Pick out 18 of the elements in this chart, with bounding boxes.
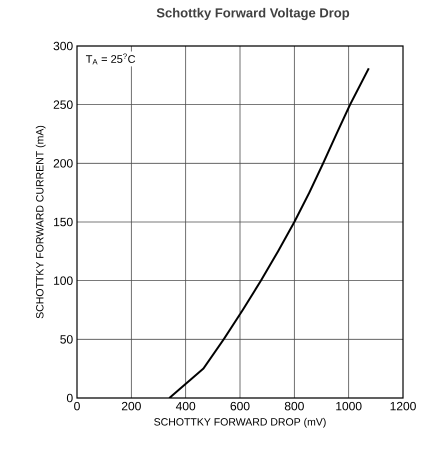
x-tick-label: 400	[176, 402, 196, 410]
y-tick-label: 200	[54, 159, 73, 168]
y-tick-label: 300	[54, 42, 73, 50]
annotation: T$_{A}$ = 25$^{?}$C	[86, 53, 136, 64]
x-axis-title: SCHOTTKY FORWARD DROP (mV)	[154, 418, 326, 428]
y-tick-label: 100	[54, 276, 73, 285]
x-tick-label: 1200	[390, 402, 416, 410]
chart-title: Schottky Forward Voltage Drop	[156, 8, 350, 20]
x-tick-label: 800	[284, 402, 304, 410]
y-axis-title: SCHOTTKY FORWARD CURRENT (mA)	[36, 126, 46, 318]
y-tick-label: 250	[54, 100, 73, 109]
y-tick-label: 0	[66, 394, 73, 402]
x-tick-label: 600	[230, 402, 250, 410]
x-tick-label: 1000	[336, 402, 362, 410]
y-tick-label: 150	[54, 218, 73, 226]
x-tick-label: 0	[74, 402, 80, 410]
y-tick-label: 50	[60, 335, 73, 344]
x-tick-label: 200	[122, 402, 141, 410]
